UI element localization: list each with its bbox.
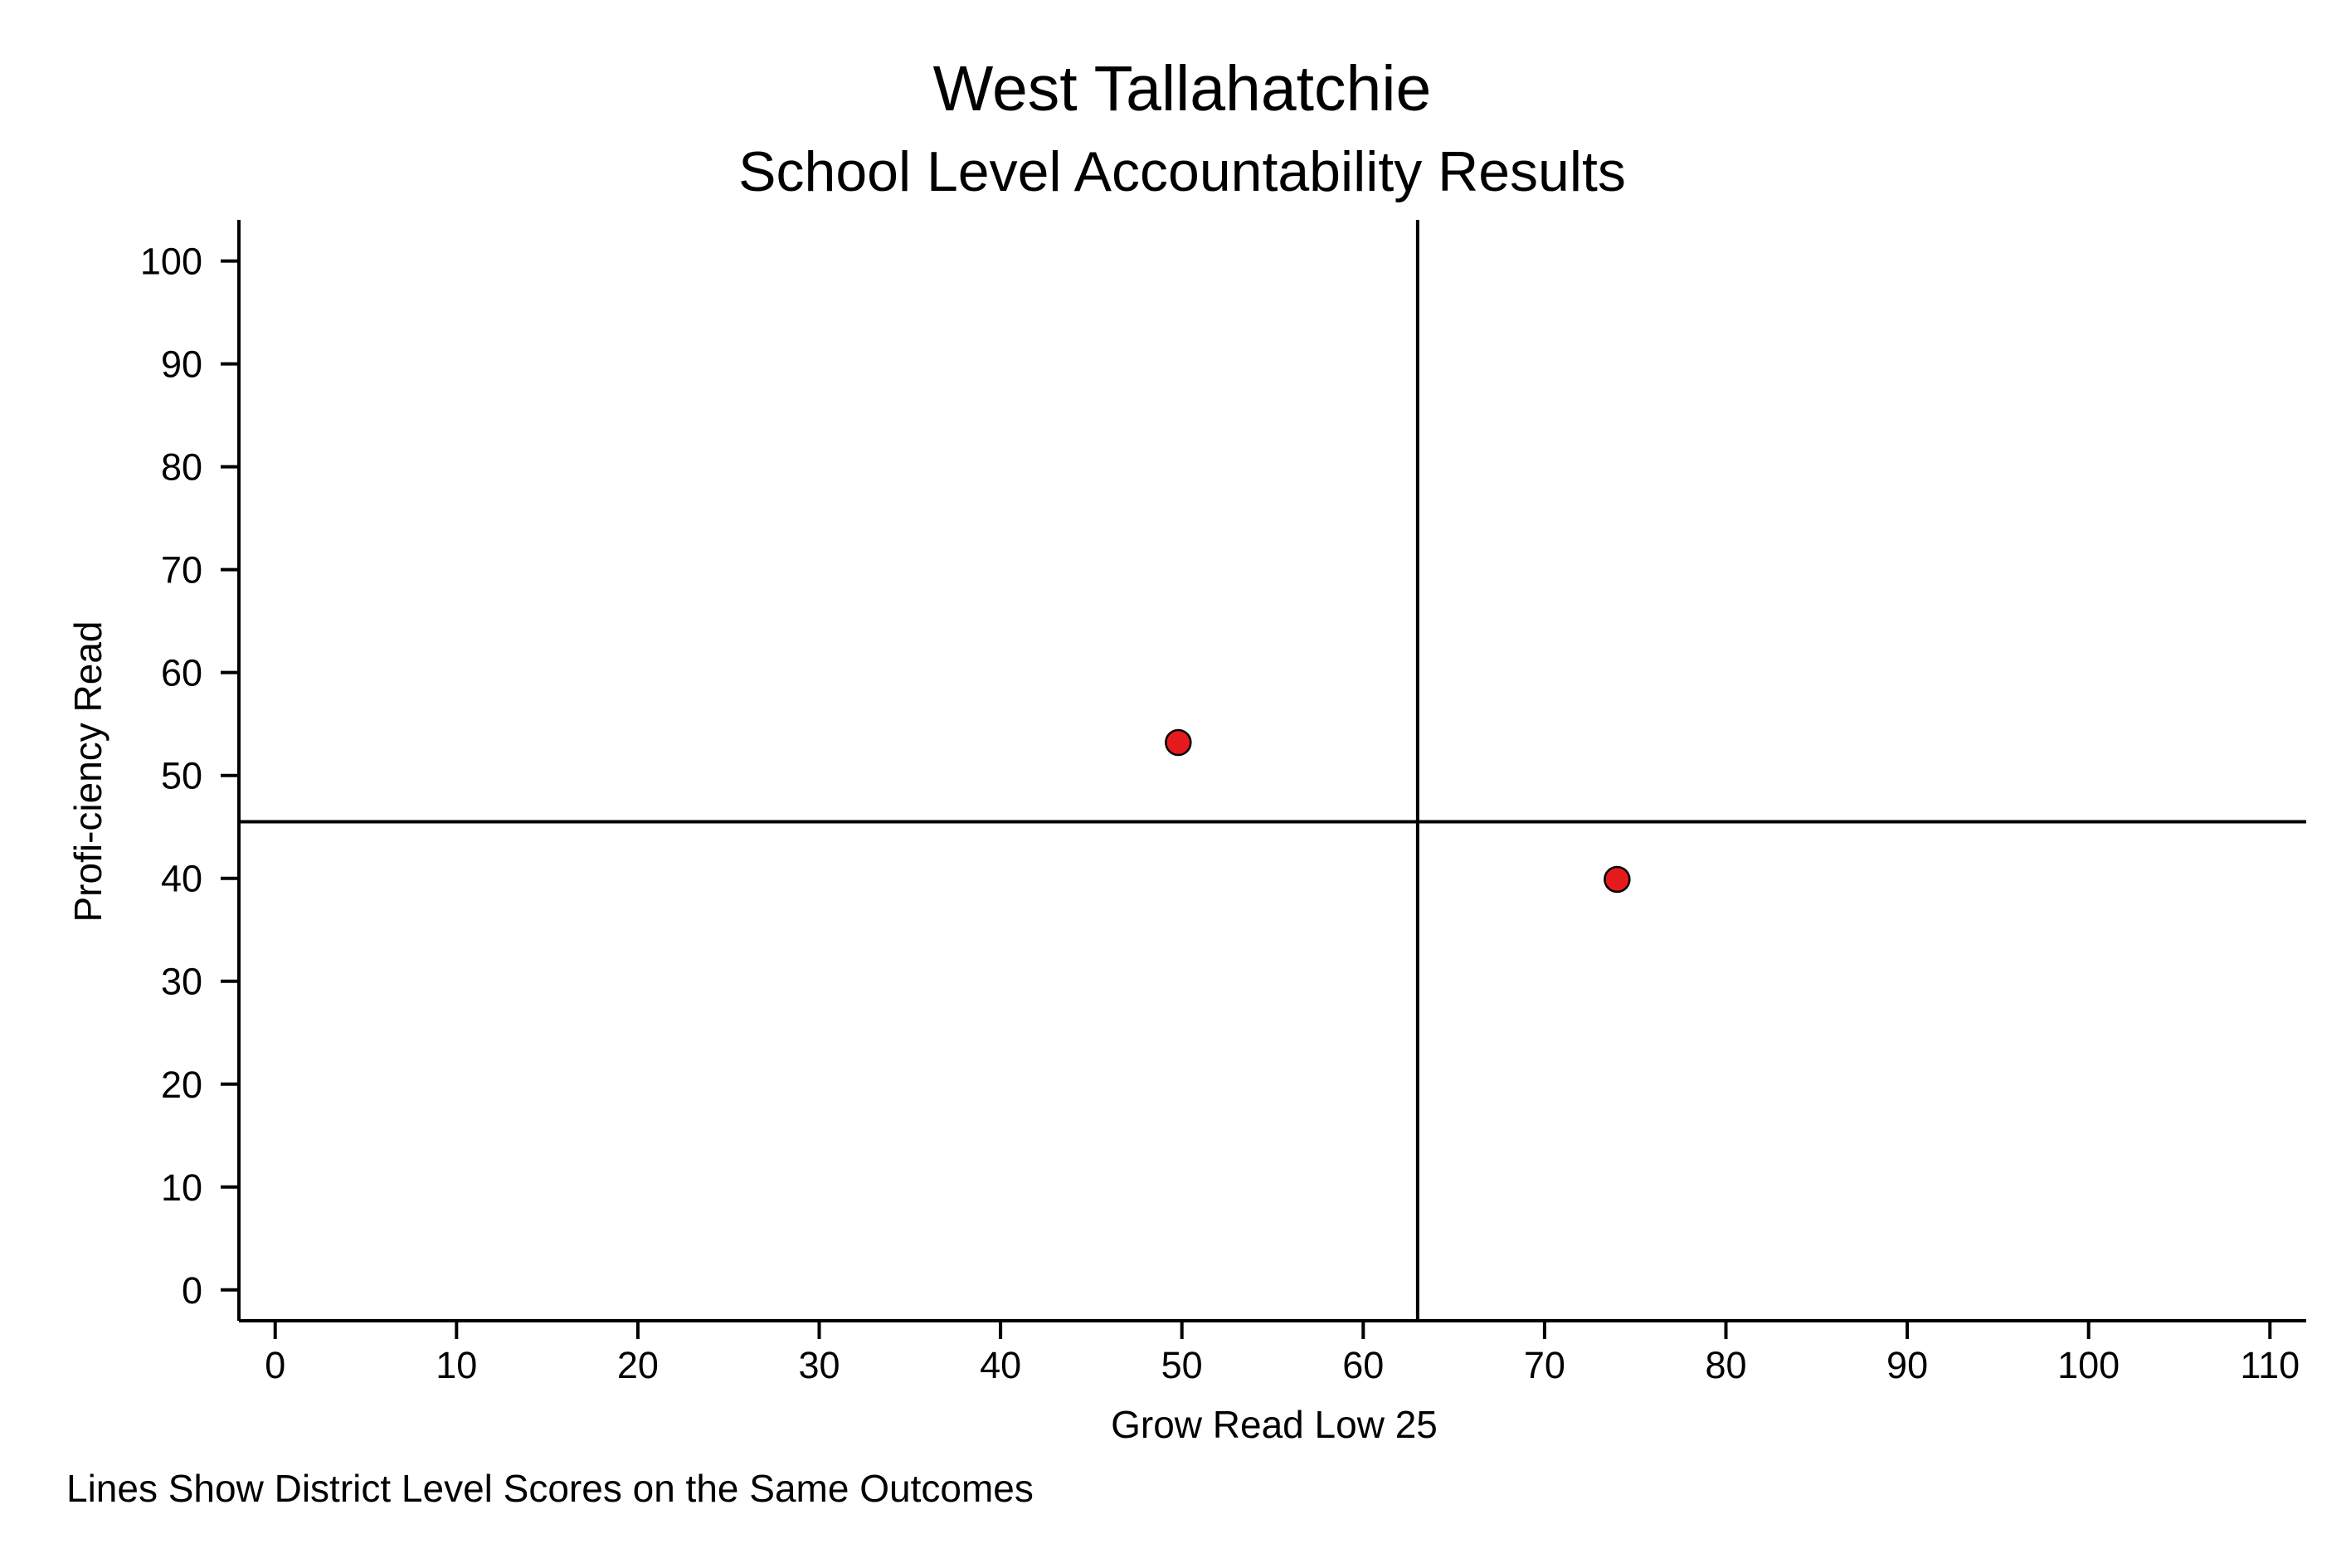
y-tick-label: 40 xyxy=(161,858,202,900)
district-reference-lines xyxy=(239,220,2306,1321)
x-tick-label: 50 xyxy=(1161,1344,1203,1386)
axes xyxy=(237,220,2306,1322)
x-tick-label: 0 xyxy=(265,1344,285,1386)
x-axis-label: Grow Read Low 25 xyxy=(1111,1403,1438,1446)
x-axis-ticks: 0 10 20 30 40 50 60 70 80 90 100 110 xyxy=(265,1321,2300,1386)
x-tick-label: 80 xyxy=(1705,1344,1746,1386)
x-tick-label: 90 xyxy=(1886,1344,1928,1386)
y-tick-label: 50 xyxy=(161,755,202,797)
y-tick-label: 90 xyxy=(161,343,202,386)
x-tick-label: 10 xyxy=(436,1344,477,1386)
chart-note: Lines Show District Level Scores on the … xyxy=(66,1467,1034,1510)
chart-title: West Tallahatchie xyxy=(933,53,1432,124)
y-tick-label: 70 xyxy=(161,549,202,592)
x-tick-label: 30 xyxy=(798,1344,840,1386)
y-axis-label: Profi-ciency Read xyxy=(66,621,110,922)
y-tick-label: 0 xyxy=(182,1269,202,1312)
x-tick-label: 110 xyxy=(2240,1344,2300,1386)
x-tick-label: 40 xyxy=(980,1344,1021,1386)
y-tick-label: 100 xyxy=(140,241,202,283)
x-tick-label: 70 xyxy=(1524,1344,1565,1386)
x-tick-label: 20 xyxy=(617,1344,659,1386)
y-tick-label: 30 xyxy=(161,961,202,1003)
data-points xyxy=(1165,728,1631,894)
y-axis-ticks: 0 10 20 30 40 50 60 70 80 90 100 xyxy=(140,241,239,1312)
chart-subtitle: School Level Accountability Results xyxy=(738,140,1626,203)
x-tick-label: 100 xyxy=(2057,1344,2120,1386)
y-tick-label: 10 xyxy=(161,1166,202,1209)
school-point xyxy=(1604,865,1631,894)
x-tick-label: 60 xyxy=(1342,1344,1384,1386)
y-tick-label: 80 xyxy=(161,446,202,489)
y-tick-label: 60 xyxy=(161,652,202,694)
school-point xyxy=(1165,728,1192,757)
y-tick-label: 20 xyxy=(161,1064,202,1106)
